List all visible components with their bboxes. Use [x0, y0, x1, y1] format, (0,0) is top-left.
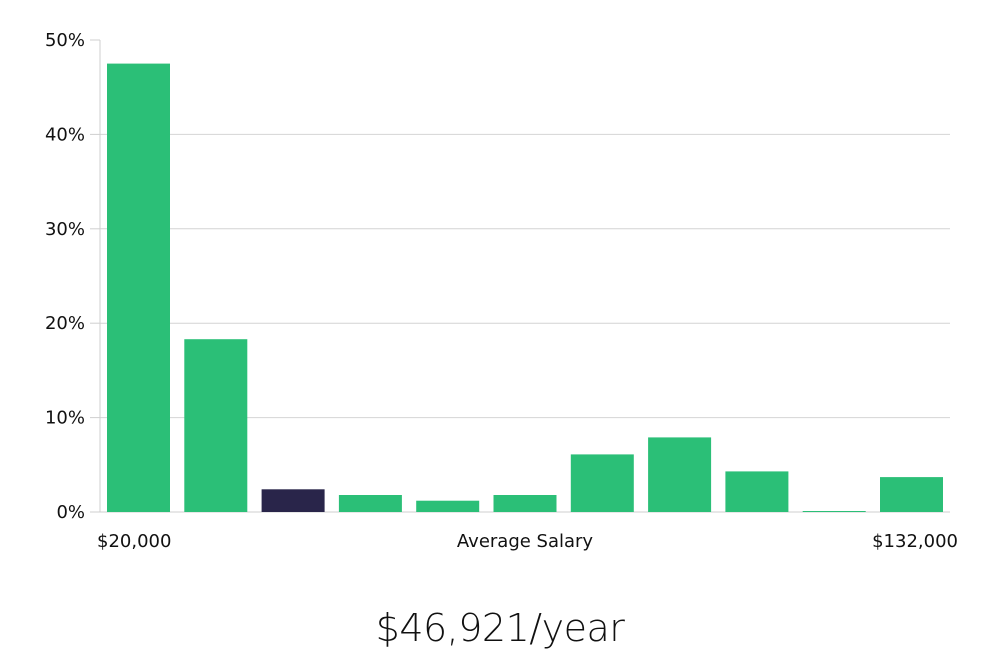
y-tick-label: 50%	[45, 30, 85, 51]
bar[interactable]	[802, 511, 866, 512]
bar[interactable]	[107, 63, 170, 512]
average-salary-value: $46,921/year	[375, 606, 625, 650]
y-tick-label: 0%	[56, 502, 85, 523]
y-tick-label: 40%	[45, 124, 85, 145]
bar-highlighted[interactable]	[261, 489, 325, 512]
bar[interactable]	[570, 454, 634, 512]
bar[interactable]	[648, 437, 712, 512]
y-axis: 0% 10% 20% 30% 40% 50%	[45, 30, 101, 523]
y-tick-label: 30%	[45, 219, 85, 240]
x-end-label: $132,000	[872, 531, 958, 552]
bars	[107, 63, 943, 512]
y-tick-label: 20%	[45, 313, 85, 334]
bar[interactable]	[493, 495, 557, 512]
x-axis: $20,000 Average Salary $132,000	[97, 531, 958, 552]
bar[interactable]	[725, 471, 789, 512]
salary-histogram: 0% 10% 20% 30% 40% 50% $20,000 Average Salary…	[45, 30, 958, 552]
bar[interactable]	[338, 495, 402, 512]
bar[interactable]	[184, 339, 248, 512]
x-start-label: $20,000	[97, 531, 171, 552]
y-tick-label: 10%	[45, 408, 85, 429]
bar[interactable]	[416, 500, 480, 512]
x-axis-title: Average Salary	[457, 531, 594, 552]
bar[interactable]	[880, 477, 943, 512]
